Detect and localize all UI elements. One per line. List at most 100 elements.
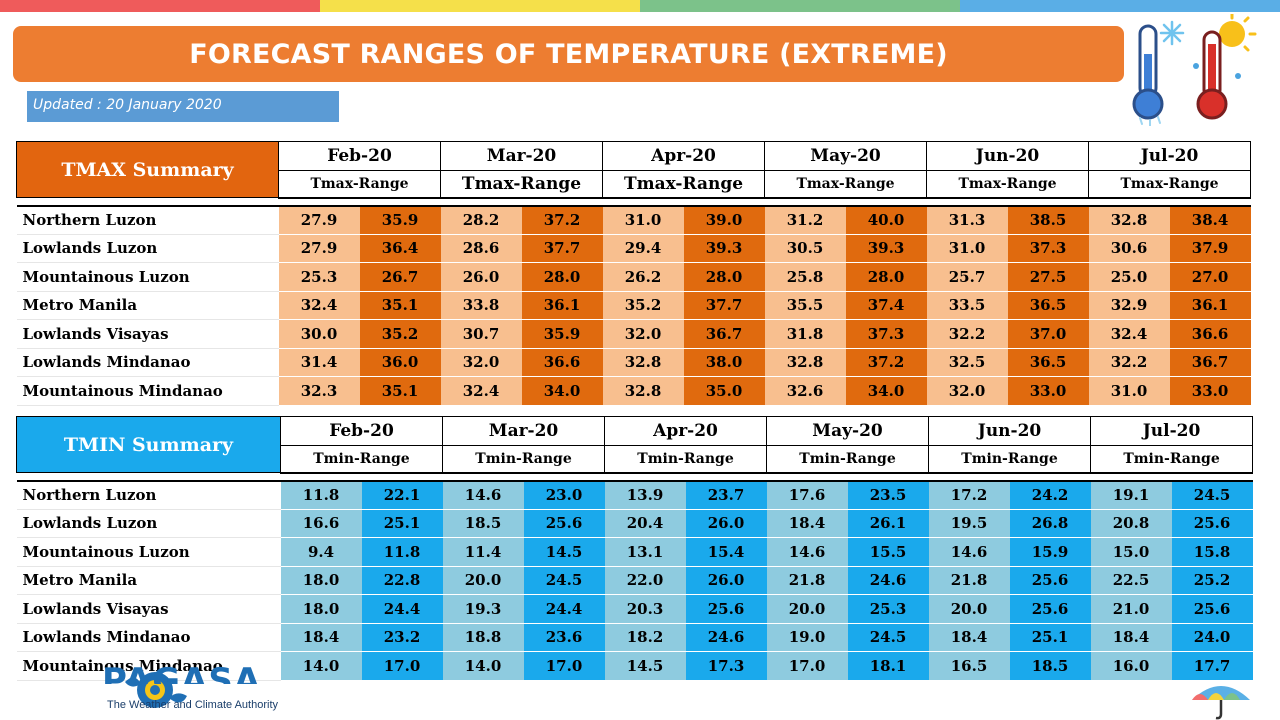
tmax-low-value: 35.2 (602, 291, 684, 320)
tmin-high-value: 17.0 (523, 651, 605, 681)
tmin-low-value: 14.0 (442, 651, 524, 681)
tmin-low-value: 14.0 (280, 651, 362, 681)
tmax-low-value: 27.9 (278, 204, 360, 235)
weather-thermometers (1132, 14, 1257, 126)
tmin-high-value: 17.3 (685, 651, 767, 681)
tmin-low-value: 13.9 (604, 479, 686, 510)
tmax-low-value: 25.8 (764, 262, 846, 292)
tmax-low-value: 26.0 (440, 262, 522, 292)
table-row: Mountainous Luzon 9.4 11.8 11.4 14.5 13.1 15.4… (16, 537, 1253, 567)
tmax-range-header: Tmax-Range (1088, 170, 1252, 199)
tmax-low-value: 31.4 (278, 348, 360, 377)
tmax-low-value: 30.6 (1088, 234, 1170, 263)
tmin-low-value: 18.5 (442, 509, 524, 538)
tmax-low-value: 32.8 (602, 348, 684, 377)
tmax-low-value: 31.2 (764, 204, 846, 235)
tmax-high-value: 39.3 (683, 234, 765, 263)
tmax-low-value: 28.6 (440, 234, 522, 263)
tmax-low-value: 31.0 (926, 234, 1008, 263)
tmin-range-header: Tmin-Range (441, 445, 605, 474)
table-spacer (17, 473, 1253, 481)
tmax-low-value: 32.4 (278, 291, 360, 320)
tmax-low-value: 32.0 (926, 376, 1008, 406)
tmax-high-value: 36.5 (1007, 291, 1089, 320)
tmin-high-value: 11.8 (361, 537, 443, 567)
tmax-low-value: 32.4 (440, 376, 522, 406)
tmin-high-value: 23.7 (685, 479, 767, 510)
tmin-low-value: 18.4 (280, 623, 362, 652)
tmax-high-value: 38.4 (1169, 204, 1251, 235)
tmax-high-value: 35.9 (359, 204, 441, 235)
tmax-month-header: Jul-20 (1088, 141, 1252, 171)
tmax-high-value: 36.1 (1169, 291, 1251, 320)
tmin-low-value: 14.6 (928, 537, 1010, 567)
tmax-low-value: 29.4 (602, 234, 684, 263)
region-label: Northern Luzon (16, 204, 279, 235)
pagasa-logo-icon (125, 672, 187, 708)
tmin-high-value: 15.4 (685, 537, 767, 567)
tmin-high-value: 24.5 (847, 623, 929, 652)
tmax-high-value: 38.0 (683, 348, 765, 377)
tmin-high-value: 22.8 (361, 566, 443, 595)
tmin-low-value: 16.0 (1090, 651, 1172, 681)
tmin-high-value: 25.1 (361, 509, 443, 538)
table-row: Lowlands Visayas 30.0 35.2 30.7 35.9 32.0 36.7… (16, 319, 1251, 349)
tmin-month-header: May-20 (766, 416, 929, 446)
region-label: Mountainous Luzon (16, 262, 279, 292)
tmax-high-value: 37.2 (521, 204, 603, 235)
tmin-range-header: Tmin-Range (280, 445, 443, 474)
tmin-high-value: 24.6 (847, 566, 929, 595)
tmin-low-value: 14.6 (442, 479, 524, 510)
tmin-low-value: 17.6 (766, 479, 848, 510)
tmin-high-value: 24.5 (1171, 479, 1253, 510)
tmax-low-value: 31.3 (926, 204, 1008, 235)
tmax-high-value: 37.3 (845, 319, 927, 349)
tmin-low-value: 18.8 (442, 623, 524, 652)
tmin-low-value: 20.4 (604, 509, 686, 538)
umbrella-icon (1192, 686, 1250, 720)
tmin-low-value: 19.0 (766, 623, 848, 652)
tmin-high-value: 24.0 (1171, 623, 1253, 652)
tmax-low-value: 25.0 (1088, 262, 1170, 292)
page-title: FORECAST RANGES OF TEMPERATURE (EXTREME) (189, 38, 948, 70)
table-row: Northern Luzon 27.9 35.9 28.2 37.2 31.0 39.0 31… (16, 204, 1251, 235)
tmax-high-value: 40.0 (845, 204, 927, 235)
tmin-high-value: 24.4 (361, 594, 443, 624)
top-bar-yellow (320, 0, 640, 12)
tmin-low-value: 16.6 (280, 509, 362, 538)
tmax-summary-label: TMAX Summary (16, 141, 279, 198)
tmax-month-header: Apr-20 (602, 141, 765, 171)
tmin-range-header: Tmin-Range (766, 445, 929, 474)
tmax-low-value: 32.2 (1088, 348, 1170, 377)
table-row: Lowlands Mindanao 31.4 36.0 32.0 36.6 32.8 38.… (16, 348, 1251, 377)
tmax-low-value: 30.7 (440, 319, 522, 349)
tmin-high-value: 23.5 (847, 479, 929, 510)
tmax-high-value: 28.0 (683, 262, 765, 292)
top-color-bar (0, 0, 1280, 12)
tmin-low-value: 11.4 (442, 537, 524, 567)
tmax-high-value: 37.2 (845, 348, 927, 377)
tmin-high-value: 25.2 (1171, 566, 1253, 595)
tmin-high-value: 25.3 (847, 594, 929, 624)
tmax-high-value: 27.0 (1169, 262, 1251, 292)
tmax-month-header: May-20 (764, 141, 927, 171)
tmin-summary-label: TMIN Summary (16, 416, 281, 473)
tmin-month-header: Jul-20 (1090, 416, 1254, 446)
table-row: Lowlands Luzon 27.9 36.4 28.6 37.7 29.4 39.3 30… (16, 234, 1251, 263)
tmax-range-header: Tmax-Range (278, 170, 441, 199)
table-row: Mountainous Mindanao 32.3 35.1 32.4 34.0 32.8… (16, 376, 1251, 406)
tmin-low-value: 20.3 (604, 594, 686, 624)
region-label: Lowlands Mindanao (16, 623, 281, 652)
tmax-high-value: 35.2 (359, 319, 441, 349)
tmax-high-value: 28.0 (521, 262, 603, 292)
tmin-range-header: Tmin-Range (1090, 445, 1254, 474)
page-title-banner: FORECAST RANGES OF TEMPERATURE (EXTREME) (13, 26, 1124, 82)
region-label: Lowlands Visayas (16, 594, 281, 624)
tmin-low-value: 22.5 (1090, 566, 1172, 595)
top-bar-green (640, 0, 960, 12)
tmin-high-value: 17.0 (361, 651, 443, 681)
tmax-high-value: 39.3 (845, 234, 927, 263)
tmax-range-header: Tmax-Range (926, 170, 1089, 199)
tmin-month-header: Apr-20 (604, 416, 767, 446)
tmin-low-value: 18.4 (928, 623, 1010, 652)
